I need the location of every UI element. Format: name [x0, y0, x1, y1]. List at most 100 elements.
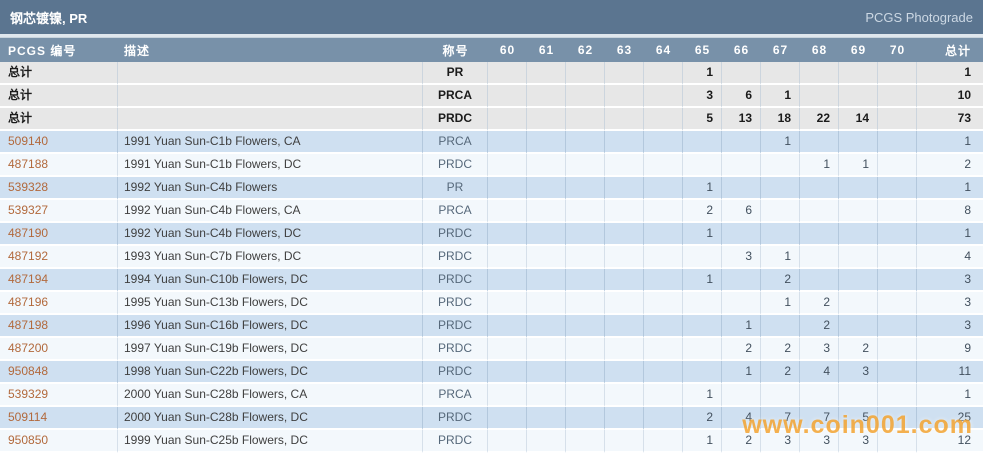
pcgs-number-link[interactable]: 487196 [0, 292, 118, 315]
grade-62-cell [566, 269, 605, 292]
description-cell: 1997 Yuan Sun-C19b Flowers, DC [118, 338, 423, 361]
grade-65-cell: 1 [683, 430, 722, 453]
grade-65-cell [683, 338, 722, 361]
grade-67-cell [761, 384, 800, 407]
description-cell: 1992 Yuan Sun-C4b Flowers, CA [118, 200, 423, 223]
column-header-grade-70: 70 [878, 38, 917, 62]
column-header-grade-67: 67 [761, 38, 800, 62]
grade-64-cell [644, 200, 683, 223]
grade-60-cell [488, 177, 527, 200]
grade-64-cell [644, 430, 683, 453]
pcgs-number-link[interactable]: 950848 [0, 361, 118, 384]
grade-65-cell: 1 [683, 223, 722, 246]
pcgs-number-link[interactable]: 539327 [0, 200, 118, 223]
total-cell: 1 [917, 131, 983, 154]
designation-cell: PRDC [423, 315, 488, 338]
grade-67-cell [761, 223, 800, 246]
grade-68-cell [800, 269, 839, 292]
total-cell: 25 [917, 407, 983, 430]
grade-60-cell [488, 338, 527, 361]
grade-70-cell [878, 430, 917, 453]
grade-66-cell [722, 384, 761, 407]
pcgs-photograde-link[interactable]: PCGS Photograde [865, 9, 973, 25]
grade-64-cell [644, 62, 683, 85]
grade-63-cell [605, 62, 644, 85]
table-row: 950848 1998 Yuan Sun-C22b Flowers, DC PRDC… [0, 361, 983, 384]
description-cell: 1991 Yuan Sun-C1b Flowers, CA [118, 131, 423, 154]
grade-69-cell [839, 269, 878, 292]
grade-60-cell [488, 200, 527, 223]
grade-62-cell [566, 62, 605, 85]
pcgs-number-link[interactable]: 509140 [0, 131, 118, 154]
grade-67-cell [761, 154, 800, 177]
grade-64-cell [644, 315, 683, 338]
description-cell: 1995 Yuan Sun-C13b Flowers, DC [118, 292, 423, 315]
grade-62-cell [566, 177, 605, 200]
header-divider [0, 34, 983, 38]
grade-67-cell: 18 [761, 108, 800, 131]
grade-66-cell [722, 292, 761, 315]
grade-60-cell [488, 131, 527, 154]
pcgs-number-link[interactable]: 487188 [0, 154, 118, 177]
grade-64-cell [644, 177, 683, 200]
designation-cell: PR [423, 177, 488, 200]
grade-66-cell: 2 [722, 430, 761, 453]
table-row: 539329 2000 Yuan Sun-C28b Flowers, CA PRCA… [0, 384, 983, 407]
pcgs-number-link[interactable]: 539328 [0, 177, 118, 200]
pcgs-number-link[interactable]: 487190 [0, 223, 118, 246]
column-header-grade-66: 66 [722, 38, 761, 62]
column-header-grade-60: 60 [488, 38, 527, 62]
designation-cell: PRCA [423, 384, 488, 407]
designation-cell: PR [423, 62, 488, 85]
pcgs-number-link[interactable]: 487194 [0, 269, 118, 292]
grade-60-cell [488, 430, 527, 453]
grade-60-cell [488, 361, 527, 384]
grade-61-cell [527, 177, 566, 200]
grade-68-cell: 3 [800, 338, 839, 361]
grade-63-cell [605, 246, 644, 269]
grade-68-cell: 2 [800, 292, 839, 315]
table-row: 487194 1994 Yuan Sun-C10b Flowers, DC PRDC… [0, 269, 983, 292]
grade-68-cell: 2 [800, 315, 839, 338]
designation-cell: PRDC [423, 407, 488, 430]
column-header-grade-61: 61 [527, 38, 566, 62]
summary-row: 总计 PRCA 3 6 1 10 [0, 85, 983, 108]
pcgs-number-link[interactable]: 539329 [0, 384, 118, 407]
pcgs-number-link[interactable]: 509114 [0, 407, 118, 430]
grade-62-cell [566, 200, 605, 223]
designation-cell: PRDC [423, 338, 488, 361]
designation-cell: PRDC [423, 292, 488, 315]
grade-66-cell: 6 [722, 200, 761, 223]
grade-64-cell [644, 361, 683, 384]
pcgs-number-link[interactable]: 487200 [0, 338, 118, 361]
grade-67-cell: 2 [761, 361, 800, 384]
grade-62-cell [566, 223, 605, 246]
grade-65-cell: 5 [683, 108, 722, 131]
grade-67-cell [761, 200, 800, 223]
grade-60-cell [488, 85, 527, 108]
grade-65-cell [683, 292, 722, 315]
total-cell: 1 [917, 223, 983, 246]
total-cell: 12 [917, 430, 983, 453]
summary-row: 总计 PR 1 1 [0, 62, 983, 85]
column-header-grade-65: 65 [683, 38, 722, 62]
grade-69-cell: 5 [839, 407, 878, 430]
column-header-grade-62: 62 [566, 38, 605, 62]
grade-69-cell [839, 131, 878, 154]
grade-64-cell [644, 384, 683, 407]
grade-61-cell [527, 223, 566, 246]
grade-63-cell [605, 223, 644, 246]
grade-64-cell [644, 246, 683, 269]
pcgs-number-link[interactable]: 487198 [0, 315, 118, 338]
description-cell: 1993 Yuan Sun-C7b Flowers, DC [118, 246, 423, 269]
grade-68-cell [800, 131, 839, 154]
designation-cell: PRDC [423, 246, 488, 269]
pcgs-number-link[interactable]: 950850 [0, 430, 118, 453]
grade-67-cell: 1 [761, 246, 800, 269]
pcgs-number-link[interactable]: 487192 [0, 246, 118, 269]
grade-69-cell: 14 [839, 108, 878, 131]
column-header-grade-64: 64 [644, 38, 683, 62]
grade-66-cell [722, 223, 761, 246]
designation-cell: PRCA [423, 131, 488, 154]
grade-66-cell [722, 62, 761, 85]
